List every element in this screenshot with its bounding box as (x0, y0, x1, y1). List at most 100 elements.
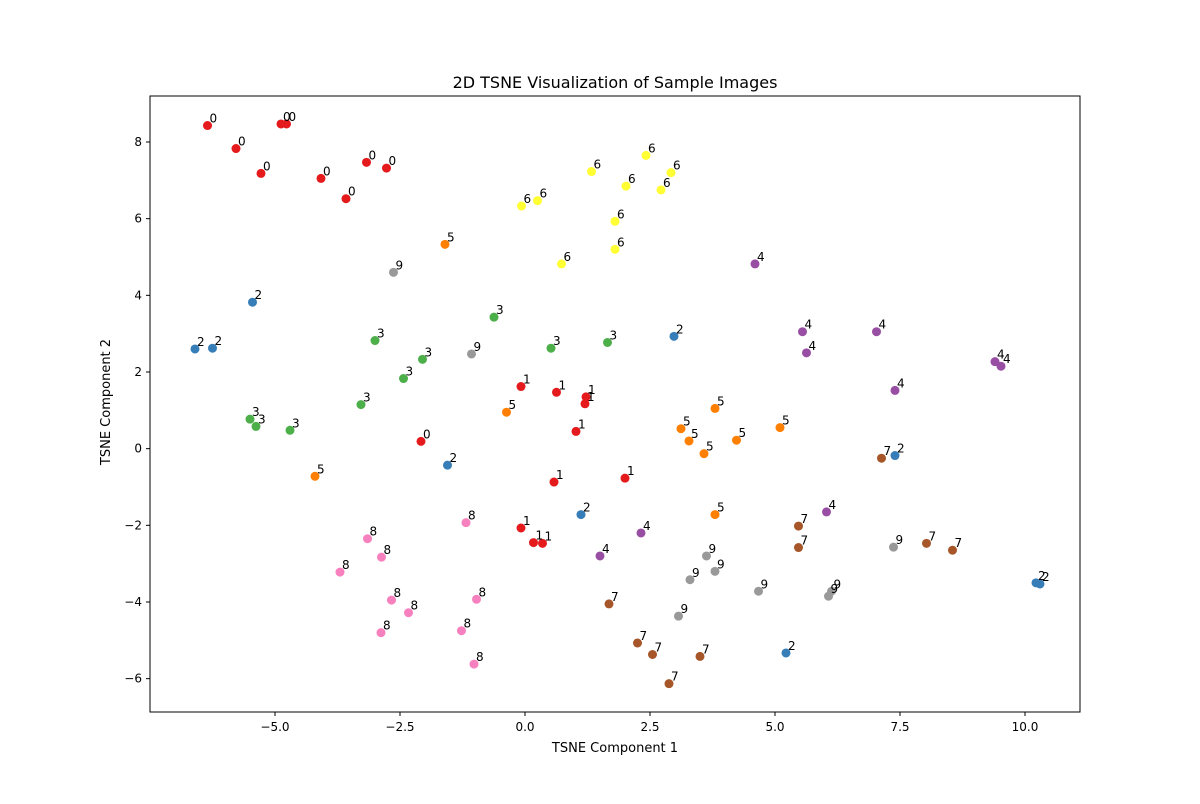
scatter-point (310, 471, 320, 481)
point-digit-label: 1 (523, 514, 531, 528)
point-digit-label: 8 (476, 650, 484, 664)
scatter-point (648, 650, 657, 660)
point-digit-label: 4 (897, 376, 905, 390)
scatter-point (489, 312, 499, 322)
point-digit-label: 3 (496, 303, 504, 317)
scatter-point (699, 449, 709, 459)
point-digit-label: 3 (610, 328, 618, 342)
scatter-point (472, 594, 481, 604)
point-digit-label: 1 (559, 378, 567, 392)
scatter-point (416, 436, 426, 446)
point-digit-label: 4 (643, 519, 651, 533)
point-digit-label: 2 (450, 451, 458, 465)
scatter-point (399, 374, 408, 384)
scatter-point (781, 648, 791, 658)
point-digit-label: 6 (673, 159, 681, 173)
scatter-point (794, 521, 803, 531)
scatter-point (889, 542, 898, 552)
point-digit-label: 1 (545, 529, 553, 543)
scatter-point (502, 407, 511, 417)
y-axis-label: TSNE Component 2 (99, 339, 114, 466)
scatter-point (750, 259, 760, 269)
point-digit-label: 2 (1038, 569, 1046, 583)
x-tick-label: 0.0 (515, 720, 534, 734)
point-digit-label: 0 (210, 112, 218, 126)
point-digit-label: 1 (627, 464, 635, 478)
point-digit-label: 4 (805, 318, 813, 332)
point-digit-label: 7 (640, 629, 648, 643)
scatter-point (546, 343, 556, 353)
scatter-point (377, 552, 386, 562)
y-tick-label: 2 (134, 365, 142, 379)
scatter-point (231, 144, 241, 154)
axis-ticks: −5.0 −2.5 0.0 2.5 5.0 7.5 10.0 −6 −4 −2 0 2 4 6 8 (124, 135, 1038, 734)
point-digit-label: 0 (289, 110, 297, 124)
point-digit-label: 7 (884, 444, 892, 458)
point-digit-label: 1 (587, 390, 595, 404)
scatter-point (794, 543, 803, 553)
scatter-point (190, 344, 200, 354)
point-digit-label: 9 (474, 340, 482, 354)
point-digit-label: 6 (648, 141, 656, 155)
x-axis-label: TSNE Component 1 (551, 741, 678, 756)
point-digit-label: 6 (617, 207, 625, 221)
scatter-point (387, 595, 396, 605)
point-digit-label: 8 (383, 619, 391, 633)
point-digit-label: 6 (628, 172, 636, 186)
scatter-point (603, 337, 612, 347)
scatter-point (552, 387, 561, 397)
scatter-point (533, 196, 542, 206)
scatter-point (669, 331, 679, 341)
scatter-point (516, 523, 526, 533)
scatter-point (620, 473, 630, 483)
scatter-point (695, 651, 705, 661)
scatter-point (922, 538, 931, 548)
point-digit-label: 5 (447, 230, 455, 244)
point-digit-label: 2 (1042, 570, 1050, 584)
point-digit-label: 4 (757, 250, 765, 264)
point-digit-label: 9 (834, 577, 842, 591)
point-digit-label: 8 (342, 558, 350, 572)
point-digit-label: 0 (389, 154, 397, 168)
y-tick-label: 0 (134, 442, 142, 456)
scatter-point (754, 586, 763, 596)
scatter-point (580, 399, 590, 409)
point-digit-label: 3 (258, 412, 266, 426)
y-tick-label: 4 (134, 288, 142, 302)
scatter-point (948, 545, 957, 555)
point-digit-label: 4 (879, 318, 887, 332)
scatter-point (676, 424, 686, 434)
point-digit-label: 7 (801, 512, 809, 526)
scatter-point (710, 403, 720, 413)
point-digit-label: 5 (782, 414, 790, 428)
point-digit-label: 1 (578, 417, 586, 431)
scatter-point (877, 453, 886, 463)
point-digit-label: 2 (197, 335, 205, 349)
point-digit-label: 6 (564, 250, 572, 264)
x-tick-label: 2.5 (640, 720, 659, 734)
point-digit-label: 7 (702, 642, 710, 656)
y-tick-label: −2 (124, 518, 142, 532)
point-digit-label: 4 (602, 542, 610, 556)
point-digit-label: 0 (283, 110, 291, 124)
scatter-point (702, 551, 711, 561)
point-digit-label: 6 (524, 192, 532, 206)
chart-title: 2D TSNE Visualization of Sample Images (453, 73, 778, 92)
point-digit-label: 6 (663, 176, 671, 190)
point-digit-label: 5 (691, 427, 699, 441)
point-digit-label: 8 (411, 599, 419, 613)
x-tick-label: 5.0 (765, 720, 784, 734)
point-digit-label: 0 (348, 185, 356, 199)
scatter-point (363, 534, 372, 544)
scatter-point (798, 327, 807, 337)
point-digit-label: 8 (479, 585, 487, 599)
point-digit-label: 3 (377, 327, 385, 341)
point-digit-label: 9 (896, 533, 904, 547)
x-tick-label: −5.0 (260, 720, 289, 734)
scatter-point (587, 167, 596, 177)
scatter-point (389, 267, 398, 277)
